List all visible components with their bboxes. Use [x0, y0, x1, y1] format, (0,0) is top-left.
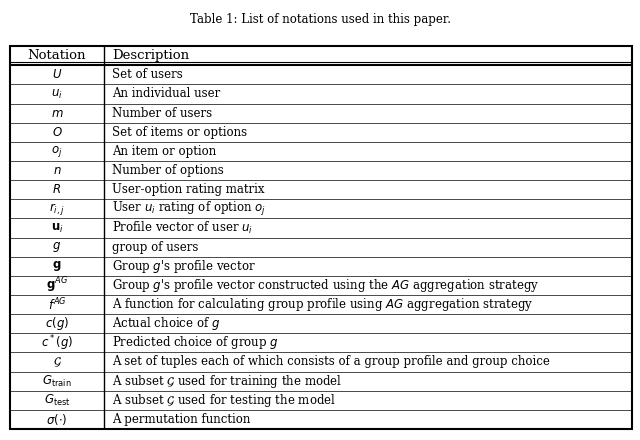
Text: Profile vector of user $u_i$: Profile vector of user $u_i$	[112, 220, 253, 236]
Text: $c^*(g)$: $c^*(g)$	[41, 333, 73, 352]
Text: $r_{i,j}$: $r_{i,j}$	[49, 201, 65, 217]
Text: group of users: group of users	[112, 241, 198, 253]
Text: An item or option: An item or option	[112, 145, 216, 158]
Text: An individual user: An individual user	[112, 88, 220, 100]
Bar	[10, 46, 632, 429]
Text: $\mathcal{G}$: $\mathcal{G}$	[52, 356, 61, 369]
Text: $\mathbf{g}^{AG}$: $\mathbf{g}^{AG}$	[46, 275, 68, 295]
Text: $O$: $O$	[52, 126, 62, 139]
Text: $G_\mathrm{test}$: $G_\mathrm{test}$	[44, 393, 70, 408]
Text: A subset $\mathcal{G}$ used for training the model: A subset $\mathcal{G}$ used for training…	[112, 373, 342, 390]
Text: $o_j$: $o_j$	[51, 144, 63, 159]
Text: Set of users: Set of users	[112, 68, 182, 81]
Text: User $u_i$ rating of option $o_j$: User $u_i$ rating of option $o_j$	[112, 200, 266, 218]
Text: $\mathbf{u}_i$: $\mathbf{u}_i$	[51, 221, 63, 235]
Text: A function for calculating group profile using $AG$ aggregation strategy: A function for calculating group profile…	[112, 296, 534, 313]
Text: $G_\mathrm{train}$: $G_\mathrm{train}$	[42, 374, 72, 389]
Text: Number of users: Number of users	[112, 106, 212, 120]
Text: $m$: $m$	[51, 106, 63, 120]
Text: Description: Description	[112, 49, 189, 62]
Text: Notation: Notation	[28, 49, 86, 62]
Text: $U$: $U$	[52, 68, 62, 81]
Text: $u_i$: $u_i$	[51, 88, 63, 100]
Text: $R$: $R$	[52, 183, 61, 196]
Text: $n$: $n$	[52, 164, 61, 177]
Text: Group $g$'s profile vector: Group $g$'s profile vector	[112, 258, 255, 275]
Text: $c(g)$: $c(g)$	[45, 315, 69, 332]
Text: $\sigma(\cdot)$: $\sigma(\cdot)$	[46, 412, 68, 427]
Text: $\mathbf{g}$: $\mathbf{g}$	[52, 259, 61, 273]
Text: $g$: $g$	[52, 240, 61, 254]
Text: A permutation function: A permutation function	[112, 413, 250, 426]
Text: Set of items or options: Set of items or options	[112, 126, 247, 139]
Text: Number of options: Number of options	[112, 164, 224, 177]
Text: A subset $\mathcal{G}$ used for testing the model: A subset $\mathcal{G}$ used for testing …	[112, 392, 336, 409]
Text: User-option rating matrix: User-option rating matrix	[112, 183, 264, 196]
Text: Table 1: List of notations used in this paper.: Table 1: List of notations used in this …	[189, 13, 451, 26]
Text: A set of tuples each of which consists of a group profile and group choice: A set of tuples each of which consists o…	[112, 356, 550, 368]
Text: Actual choice of $g$: Actual choice of $g$	[112, 315, 220, 332]
Text: $f^{AG}$: $f^{AG}$	[47, 296, 67, 313]
Text: Predicted choice of group $g$: Predicted choice of group $g$	[112, 334, 278, 352]
Text: Group $g$'s profile vector constructed using the $AG$ aggregation strategy: Group $g$'s profile vector constructed u…	[112, 277, 540, 294]
